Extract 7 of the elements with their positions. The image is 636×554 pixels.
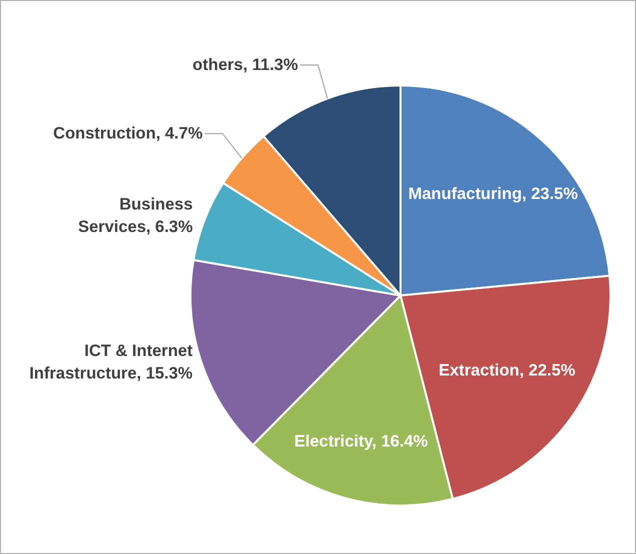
slice-label: Manufacturing, 23.5% <box>408 184 578 203</box>
slice-label: Electricity, 16.4% <box>294 432 428 450</box>
slice-label: ICT & Internet Infrastructure, 15.3% <box>29 342 194 383</box>
slice-label: Construction, 4.7% <box>53 124 203 143</box>
slice-label: Extraction, 22.5% <box>438 361 576 380</box>
slice-label: others, 11.3% <box>192 56 298 74</box>
slice-label: Business Services, 6.3% <box>78 195 194 236</box>
